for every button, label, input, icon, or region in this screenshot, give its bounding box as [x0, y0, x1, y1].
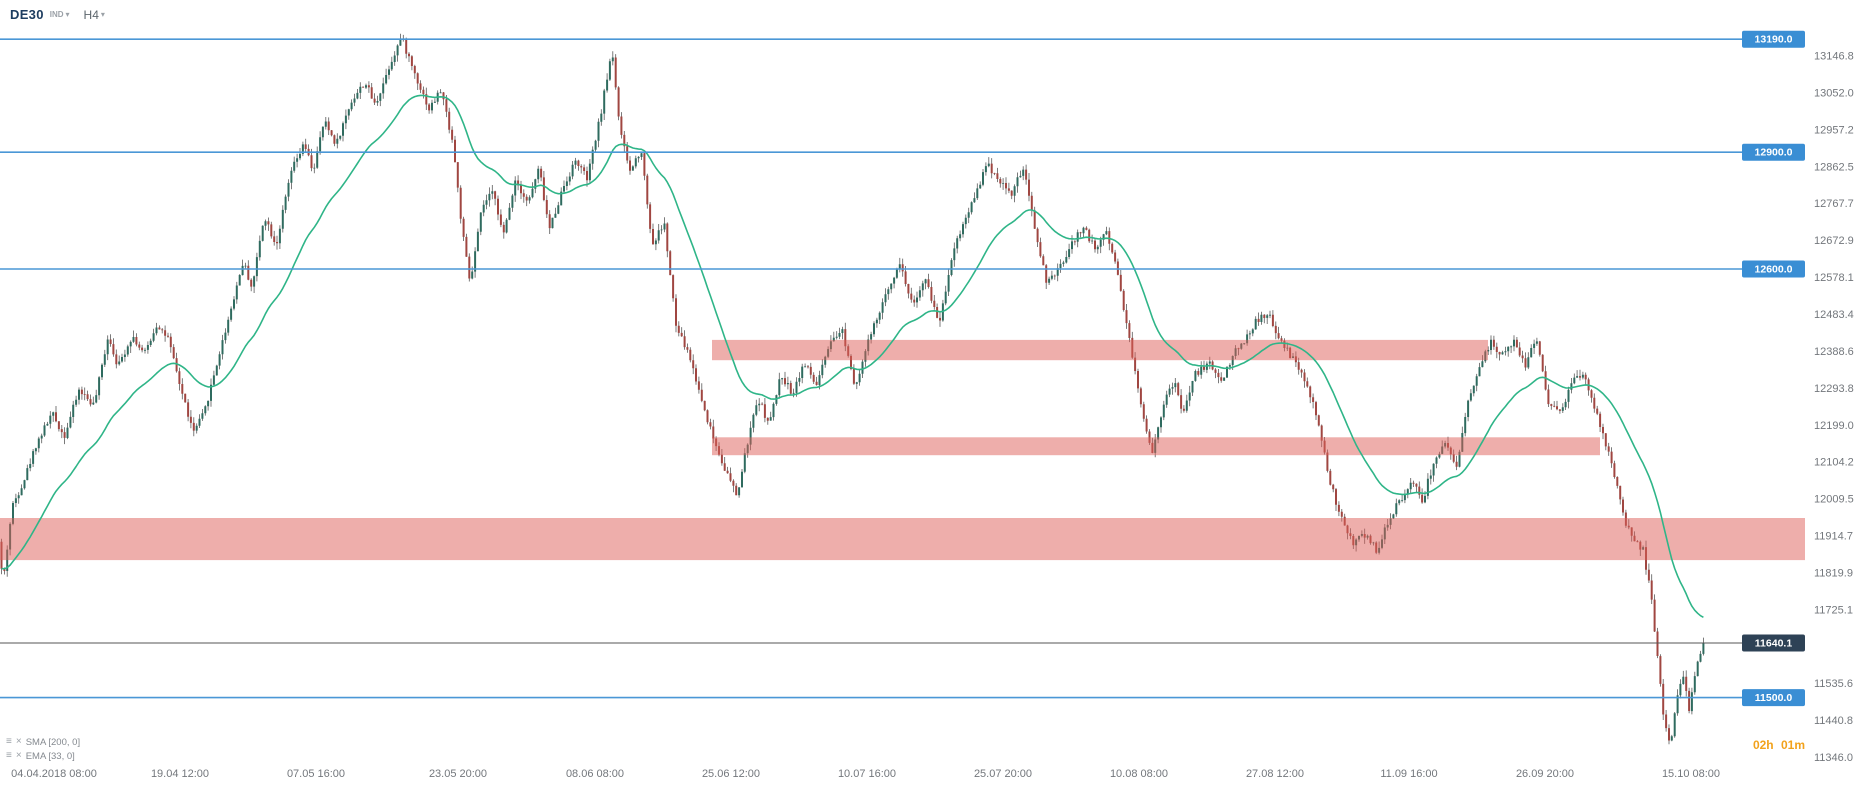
- date-axis-label: 25.06 12:00: [702, 768, 760, 780]
- chart-toolbar: DE30 IND ▾ H4 ▾: [10, 7, 105, 22]
- indicator-remove-icon[interactable]: ×: [15, 736, 22, 747]
- price-axis-label: 11725.1: [1814, 604, 1853, 616]
- indicator-label: EMA [33, 0]: [25, 750, 75, 762]
- price-level-label-pill-text: 11500.0: [1755, 692, 1793, 704]
- candle-countdown-timer: 02h 01m: [1585, 738, 1805, 752]
- price-axis-label: 12578.1: [1814, 272, 1854, 284]
- date-axis-label: 27.08 12:00: [1246, 768, 1304, 780]
- indicator-remove-icon[interactable]: ×: [15, 750, 22, 761]
- supply-demand-zone[interactable]: [712, 437, 1600, 456]
- current-price-label-pill-text: 11640.1: [1755, 638, 1793, 650]
- indicator-menu-icon[interactable]: ≡: [6, 736, 12, 747]
- price-level-label-pill[interactable]: [1742, 143, 1805, 161]
- price-axis-label: 11914.7: [1814, 531, 1853, 543]
- supply-demand-zone[interactable]: [712, 339, 1488, 361]
- price-level-label-pill[interactable]: [1742, 689, 1805, 707]
- countdown-hours: 02h: [1752, 738, 1774, 752]
- supply-demand-zone[interactable]: [0, 518, 1805, 561]
- price-axis-label: 12293.8: [1814, 383, 1854, 395]
- down-candles: [0, 38, 1691, 741]
- price-level-label-pill[interactable]: [1742, 30, 1805, 48]
- price-axis[interactable]: [1806, 0, 1868, 790]
- date-axis-label: 07.05 16:00: [287, 768, 345, 780]
- date-axis-label: 11.09 16:00: [1380, 768, 1437, 780]
- symbol-dropdown-icon[interactable]: ▾: [65, 10, 70, 19]
- ema-indicator-line[interactable]: [1, 94, 1704, 619]
- indicator-row-sma[interactable]: ≡ × SMA [200, 0]: [6, 735, 80, 749]
- current-price-label-pill[interactable]: [1742, 634, 1805, 652]
- price-level-label-pill-text: 12600.0: [1755, 264, 1793, 276]
- price-axis-label: 12862.5: [1814, 161, 1854, 173]
- price-axis-label: 12957.2: [1814, 124, 1854, 136]
- price-axis-label: 12104.2: [1814, 457, 1854, 469]
- price-axis-label: 12199.0: [1814, 420, 1854, 432]
- price-axis-label: 11346.0: [1814, 752, 1853, 764]
- price-axis-label: 12388.6: [1814, 346, 1854, 358]
- indicator-label: SMA [200, 0]: [25, 736, 81, 748]
- price-axis-label: 12483.4: [1814, 309, 1854, 321]
- indicator-row-ema[interactable]: ≡ × EMA [33, 0]: [6, 749, 80, 763]
- date-axis-label: 08.06 08:00: [566, 768, 624, 780]
- price-axis-label: 11440.8: [1814, 715, 1853, 727]
- date-axis-label: 04.04.2018 08:00: [11, 768, 97, 780]
- up-candles: [6, 38, 1705, 741]
- timeframe-label[interactable]: H4: [83, 7, 99, 22]
- indicator-menu-icon[interactable]: ≡: [6, 750, 12, 761]
- price-axis-label: 11535.6: [1814, 678, 1853, 690]
- candle-wicks: [1, 33, 1704, 745]
- price-axis-label: 12672.9: [1814, 235, 1854, 247]
- date-axis-label: 26.09 20:00: [1516, 768, 1574, 780]
- price-level-label-pill-text: 12900.0: [1755, 147, 1793, 159]
- date-axis-label: 19.04 12:00: [151, 768, 209, 780]
- date-axis-label: 23.05 20:00: [429, 768, 487, 780]
- price-axis-label: 12767.7: [1814, 198, 1854, 210]
- timeframe-dropdown-icon[interactable]: ▾: [100, 10, 105, 19]
- indicator-legend: ≡ × SMA [200, 0] ≡ × EMA [33, 0]: [6, 735, 80, 763]
- date-axis-label: 25.07 20:00: [974, 768, 1032, 780]
- symbol-label[interactable]: DE30: [10, 7, 44, 22]
- price-level-label-pill[interactable]: [1742, 260, 1805, 278]
- price-axis-label: 12009.5: [1814, 494, 1854, 506]
- price-axis-label: 11819.9: [1814, 568, 1853, 580]
- price-axis-label: 13146.8: [1814, 51, 1854, 63]
- price-axis-label: 13052.0: [1814, 87, 1854, 99]
- countdown-minutes: 01m: [1780, 738, 1805, 752]
- instrument-type-label: IND: [49, 10, 64, 19]
- price-level-label-pill-text: 13190.0: [1755, 34, 1793, 46]
- date-axis-label: 10.08 08:00: [1110, 768, 1168, 780]
- date-axis-label: 15.10 08:00: [1662, 768, 1720, 780]
- date-axis-label: 10.07 16:00: [838, 768, 896, 780]
